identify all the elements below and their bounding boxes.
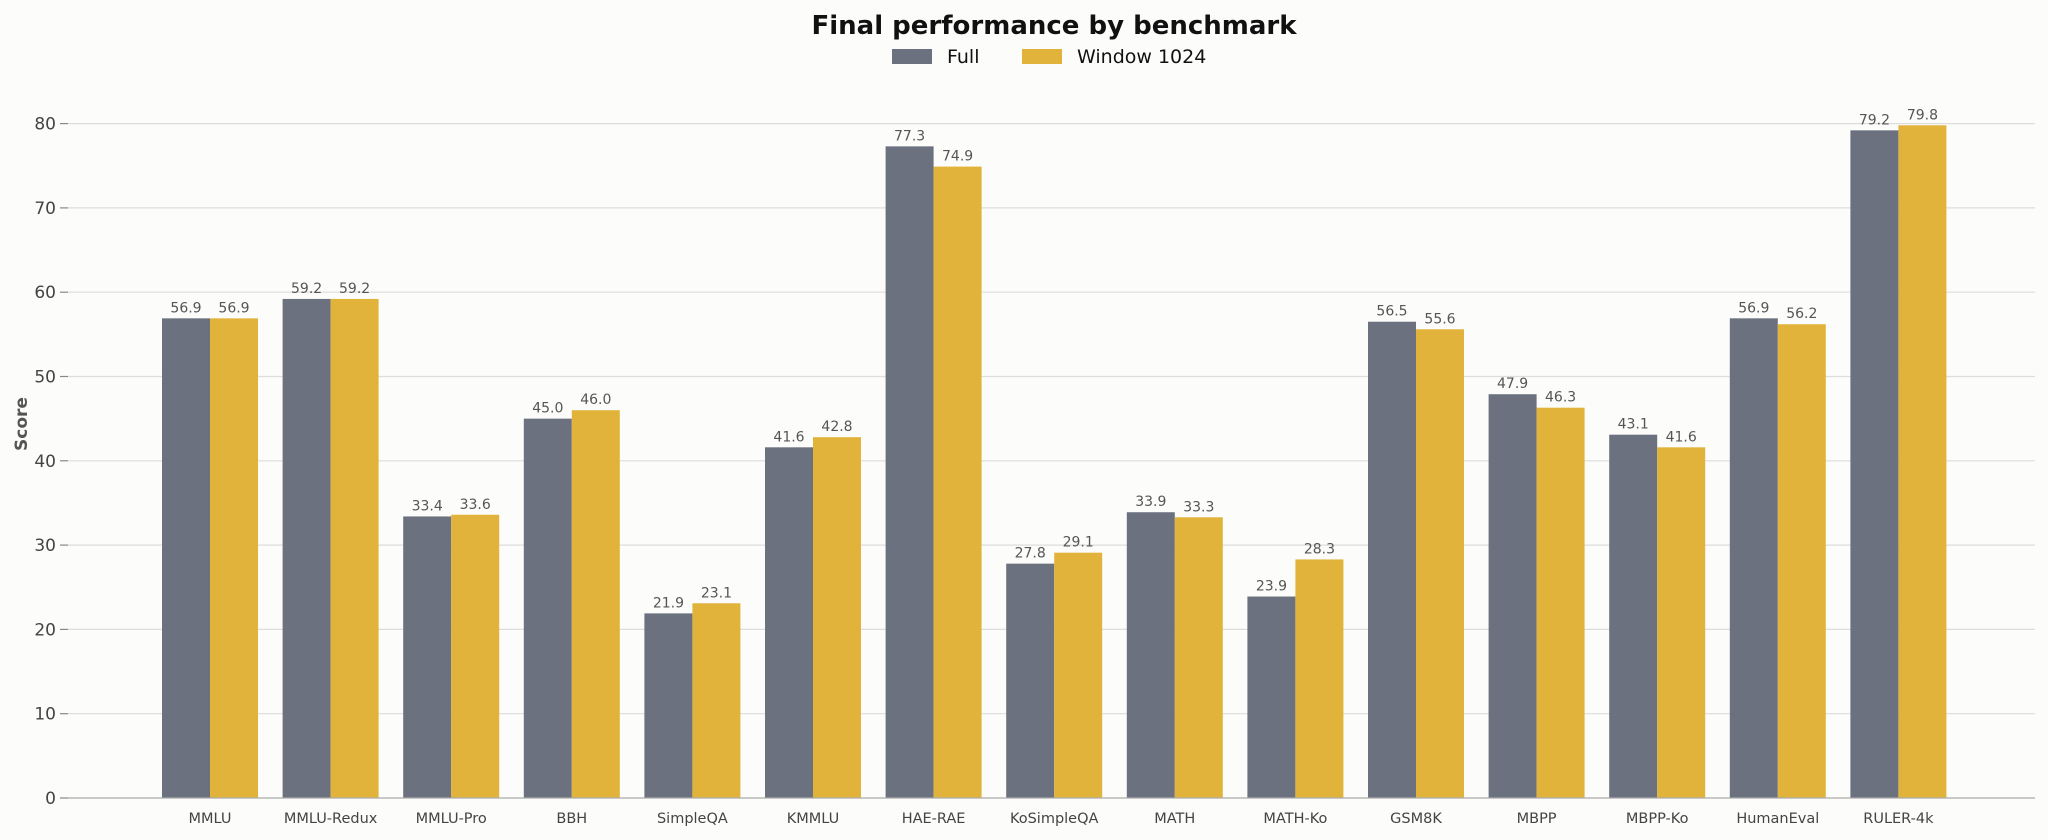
bar-window-2 (451, 514, 500, 798)
x-tick-label: MATH-Ko (1263, 811, 1327, 827)
bar-window-7 (1054, 552, 1103, 798)
data-label: 29.1 (1063, 535, 1094, 551)
bar-window-10 (1416, 329, 1464, 798)
data-label: 59.2 (291, 281, 322, 297)
y-tick-label: 30 (34, 536, 56, 556)
x-tick-label: GSM8K (1390, 811, 1442, 827)
data-label: 47.9 (1497, 376, 1528, 392)
y-tick-label: 50 (34, 368, 56, 388)
y-axis-label: Score (12, 397, 32, 451)
bar-full-9 (1247, 596, 1296, 798)
bar-window-6 (933, 166, 982, 798)
data-label: 43.1 (1618, 417, 1649, 433)
bar-full-14 (1850, 130, 1899, 798)
x-tick-label: HumanEval (1736, 811, 1819, 827)
bar-window-13 (1777, 324, 1826, 798)
bar-full-7 (1006, 563, 1055, 798)
x-tick-label: HAE-RAE (902, 811, 966, 827)
bar-full-11 (1488, 394, 1537, 798)
y-tick-label: 80 (34, 115, 56, 135)
x-tick-label: MMLU-Pro (416, 811, 487, 827)
y-tick-label: 10 (34, 705, 56, 725)
data-label: 45.0 (532, 401, 563, 417)
x-tick-label: MMLU-Redux (284, 811, 378, 827)
data-label: 59.2 (339, 281, 370, 297)
data-label: 41.6 (773, 429, 804, 445)
data-label: 55.6 (1424, 311, 1455, 327)
legend: Full Window 1024 (892, 46, 1206, 68)
bar-full-13 (1729, 318, 1778, 798)
data-label: 56.9 (1738, 300, 1769, 316)
bar-full-3 (523, 418, 572, 798)
x-tick-label: KMMLU (787, 811, 840, 827)
bar-full-10 (1368, 321, 1416, 798)
x-tick-label: MATH (1154, 811, 1195, 827)
bar-window-1 (330, 298, 379, 798)
data-label: 33.6 (460, 497, 491, 513)
x-tick-label: SimpleQA (657, 811, 728, 827)
bar-full-0 (162, 318, 210, 798)
y-tick-label: 0 (45, 789, 56, 809)
data-label: 56.5 (1376, 304, 1407, 320)
x-tick-label: BBH (556, 811, 587, 827)
data-label: 33.9 (1135, 494, 1166, 510)
data-label: 79.2 (1859, 112, 1890, 128)
bar-window-11 (1536, 407, 1585, 798)
data-label: 56.2 (1786, 306, 1817, 322)
bar-window-4 (692, 603, 741, 798)
chart-title: Final performance by benchmark (811, 11, 1297, 41)
bar-full-5 (765, 447, 813, 798)
bar-window-8 (1174, 517, 1223, 798)
bars: 56.9 56.9 59.2 59.2 33.4 33.6 45.0 46.0 21.9 23.1… (162, 107, 1947, 799)
bar-full-12 (1609, 434, 1658, 798)
bar-window-14 (1898, 125, 1947, 798)
x-tick-label: MMLU (189, 811, 232, 827)
bar-window-0 (210, 318, 258, 798)
y-tick-label: 60 (34, 283, 56, 303)
legend-swatch-1 (1022, 49, 1062, 64)
bar-window-9 (1295, 559, 1344, 798)
legend-swatch-0 (892, 49, 932, 64)
y-tick-label: 20 (34, 620, 56, 640)
bar-window-12 (1657, 447, 1706, 798)
data-label: 42.8 (821, 419, 852, 435)
y-tick-label: 70 (34, 199, 56, 219)
bar-window-5 (813, 437, 861, 798)
axes: 0 10 20 30 40 50 60 70 80 MMLU MMLU-Redux MMLU-Pro B… (34, 115, 2035, 827)
data-label: 23.9 (1256, 579, 1287, 595)
bar-full-1 (282, 298, 331, 798)
bar-full-4 (644, 613, 693, 798)
x-tick-label: KoSimpleQA (1010, 811, 1099, 827)
x-tick-label: MBPP (1517, 811, 1557, 827)
data-label: 77.3 (894, 128, 925, 144)
data-label: 33.3 (1183, 499, 1214, 515)
x-tick-label: MBPP-Ko (1626, 811, 1689, 827)
data-label: 41.6 (1666, 429, 1697, 445)
x-tick-label: RULER-4k (1863, 811, 1934, 827)
data-label: 79.8 (1907, 107, 1938, 123)
data-label: 56.9 (170, 300, 201, 316)
legend-label-0: Full (947, 46, 980, 68)
data-label: 23.1 (701, 585, 732, 601)
data-label: 46.0 (580, 392, 611, 408)
y-tick-label: 40 (34, 452, 56, 472)
data-label: 46.3 (1545, 390, 1576, 406)
data-label: 27.8 (1015, 546, 1046, 562)
bar-full-2 (403, 516, 452, 798)
legend-label-1: Window 1024 (1077, 46, 1206, 68)
bar-full-8 (1126, 512, 1175, 798)
bar-window-3 (571, 410, 620, 798)
data-label: 21.9 (653, 595, 684, 611)
data-label: 33.4 (412, 498, 443, 514)
data-label: 56.9 (218, 300, 249, 316)
data-label: 74.9 (942, 149, 973, 165)
bar-full-6 (885, 146, 934, 799)
data-label: 28.3 (1304, 541, 1335, 557)
